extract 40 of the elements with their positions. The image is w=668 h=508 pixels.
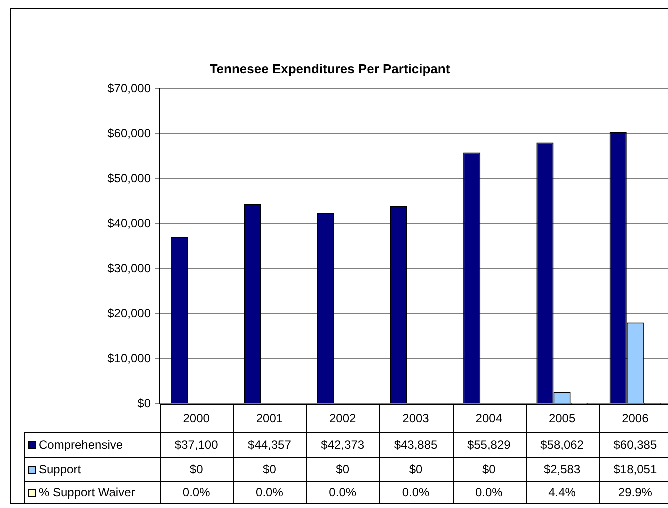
- data-label: 0.0%: [182, 485, 211, 500]
- data-label: 0.0%: [402, 485, 430, 500]
- x-tick-label: 2000: [183, 411, 210, 426]
- data-label: $0: [190, 462, 204, 476]
- x-tick-label: 2006: [622, 411, 650, 426]
- legend-label: Support: [39, 462, 82, 476]
- chart-title: Tennesee Expenditures Per Participant: [210, 62, 451, 77]
- y-tick-label: $20,000: [108, 306, 152, 320]
- data-label: $0: [409, 462, 423, 476]
- legend-label: % Support Waiver: [39, 485, 136, 500]
- data-label: $0: [263, 462, 277, 476]
- x-tick-label: 2001: [256, 411, 284, 426]
- y-tick-label: $70,000: [108, 81, 152, 96]
- data-label: 29.9%: [618, 485, 653, 500]
- y-tick-label: $40,000: [108, 216, 152, 230]
- x-tick-label: 2002: [330, 411, 357, 426]
- y-tick-label: $10,000: [108, 351, 152, 366]
- data-label: $60,385: [614, 438, 658, 452]
- data-label: $44,357: [248, 438, 292, 452]
- data-label: $55,829: [467, 438, 512, 452]
- data-label: $2,583: [544, 462, 581, 476]
- data-label: $18,051: [614, 462, 658, 476]
- data-label: $43,885: [394, 438, 438, 452]
- x-tick-label: 2005: [548, 411, 576, 426]
- y-tick-label: $60,000: [108, 126, 152, 140]
- data-label: $58,062: [540, 438, 584, 452]
- y-tick-label: $0: [138, 396, 152, 410]
- data-label: 0.0%: [475, 485, 504, 500]
- data-label: $0: [482, 462, 496, 476]
- y-tick-label: $50,000: [108, 171, 152, 186]
- y-tick-label: $30,000: [108, 261, 152, 276]
- data-label: $42,373: [321, 438, 365, 452]
- data-label: $0: [336, 462, 350, 476]
- data-label: 4.4%: [548, 485, 576, 500]
- x-tick-label: 2004: [476, 411, 503, 426]
- legend-label: Comprehensive: [39, 438, 124, 452]
- data-label: $37,100: [174, 438, 219, 452]
- data-label: 0.0%: [256, 485, 284, 500]
- x-tick-label: 2003: [402, 411, 430, 426]
- data-label: 0.0%: [329, 485, 357, 500]
